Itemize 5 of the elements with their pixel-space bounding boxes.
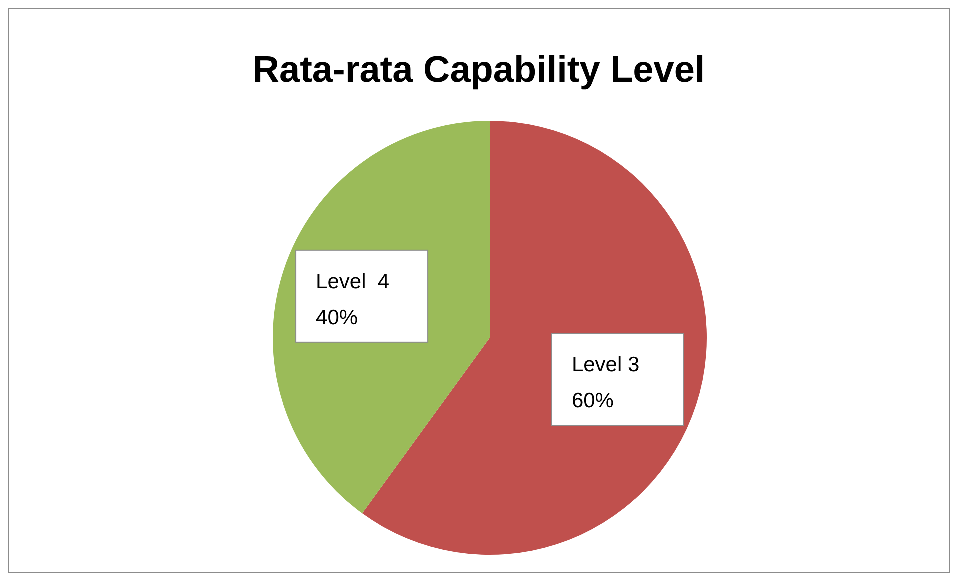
slice-label: Level 3 (572, 354, 640, 377)
data-label: 60% (572, 390, 614, 413)
chart-title: Rata-rata Capability Level (252, 48, 706, 92)
slice-label: Level 4 (316, 270, 390, 294)
data-label: 40% (316, 306, 358, 330)
